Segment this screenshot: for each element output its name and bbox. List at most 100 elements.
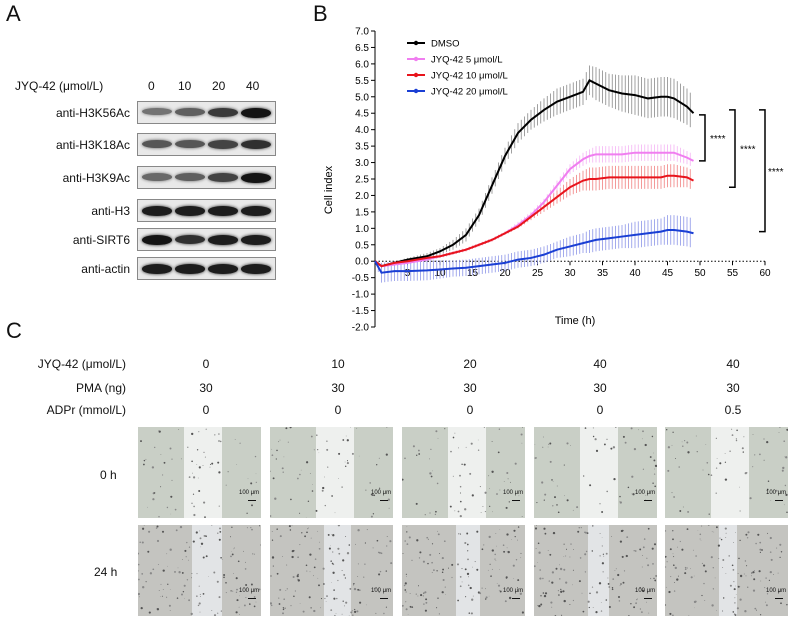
panel-b-letter: B (313, 1, 328, 26)
x-tick-label: 50 (694, 268, 706, 279)
blot-band (208, 235, 238, 245)
x-tick-label: 30 (564, 268, 576, 279)
blot-band (241, 264, 271, 274)
blot-label: anti-SIRT6 (72, 233, 130, 247)
scale-bar (775, 500, 783, 501)
blot-label: anti-H3 (91, 204, 130, 218)
blot-band (142, 235, 172, 245)
wound-image: 100 μm (665, 525, 788, 616)
blot-band (241, 206, 271, 216)
blot-band (142, 108, 172, 116)
blot-strip (137, 166, 276, 189)
y-tick-label: 3.5 (355, 142, 369, 153)
blot-band (142, 206, 172, 216)
y-tick-label: 2.0 (355, 191, 369, 202)
x-tick-label: 35 (597, 268, 609, 279)
x-tick-label: 40 (629, 268, 641, 279)
microscopy-field (534, 525, 657, 616)
legend-marker (413, 56, 419, 62)
conc-label: 40 (246, 79, 260, 93)
scale-label: 100 μm (239, 490, 260, 496)
treatment-value: 0 (334, 403, 342, 417)
blot-label: anti-H3K18Ac (55, 138, 130, 152)
x-tick-label: 45 (662, 268, 674, 279)
y-tick-label: -1.5 (352, 306, 370, 317)
y-tick-label: 7.0 (355, 27, 369, 38)
scale-label: 100 μm (635, 588, 656, 594)
blot-band (175, 140, 205, 148)
legend-marker (413, 40, 419, 46)
scale-bar (380, 598, 388, 599)
scale-bar (380, 500, 388, 501)
legend-label: JYQ-42 5 μmol/L (431, 55, 502, 66)
y-tick-label: 4.0 (355, 125, 369, 136)
conc-label: 20 (212, 79, 226, 93)
y-tick-label: 0.0 (355, 257, 369, 268)
scale-label: 100 μm (766, 490, 787, 496)
wound-image: 100 μm (534, 427, 657, 518)
blot-strip (137, 257, 276, 280)
microscopy-field (402, 427, 525, 518)
blot-band (175, 173, 205, 181)
microscopy-field (665, 525, 788, 616)
wound-image: 100 μm (138, 427, 261, 518)
scale-bar (644, 598, 652, 599)
wound-image: 100 μm (402, 525, 525, 616)
blot-band (175, 235, 205, 244)
blot-strip (137, 228, 276, 251)
treatment-value: 0 (202, 403, 210, 417)
y-tick-label: 4.5 (355, 109, 369, 120)
treatment-value: 0 (596, 403, 604, 417)
blot-band (208, 108, 238, 117)
scale-label: 100 μm (635, 490, 656, 496)
y-tick-label: 3.0 (355, 158, 369, 169)
blot-band (241, 108, 271, 118)
treatment-value: 0.5 (724, 403, 742, 417)
x-axis-title: Time (h) (555, 315, 596, 327)
legend-marker (413, 72, 419, 78)
significance-bracket (729, 109, 736, 188)
blot-strip (137, 133, 276, 156)
blot-band (142, 140, 172, 148)
blot-band (241, 235, 271, 245)
scale-label: 100 μm (503, 490, 524, 496)
panel-c-letter: C (6, 318, 22, 343)
microscopy-field (402, 525, 525, 616)
scale-label: 100 μm (503, 588, 524, 594)
blot-band (142, 173, 172, 181)
blot-label: anti-actin (81, 262, 130, 276)
blot-band (208, 173, 238, 182)
blot-label: anti-H3K56Ac (55, 106, 130, 120)
significance-stars: **** (768, 167, 784, 178)
x-tick-label: 25 (532, 268, 544, 279)
treatment-value: 0 (466, 403, 474, 417)
microscopy-field (138, 427, 261, 518)
scale-bar (248, 598, 256, 599)
wound-image: 100 μm (665, 427, 788, 518)
scale-label: 100 μm (766, 588, 787, 594)
scale-bar (512, 598, 520, 599)
significance-bracket (759, 109, 766, 233)
y-tick-label: 2.5 (355, 175, 369, 186)
treatment-value: 30 (726, 381, 740, 395)
blot-strip (137, 199, 276, 222)
treatment-value: 40 (726, 357, 740, 371)
legend-label: DMSO (431, 39, 460, 50)
blot-band (208, 140, 238, 149)
blot-band (142, 264, 172, 274)
blot-band (175, 264, 205, 274)
wound-image: 100 μm (534, 525, 657, 616)
scale-bar (775, 598, 783, 599)
scale-label: 100 μm (371, 588, 392, 594)
blot-band (175, 108, 205, 116)
scale-bar (512, 500, 520, 501)
cell-index-chart: -2.0 -1.5 -1.0 -0.5 0.0 0.5 1.0 1.5 2.0 2.5 3.0 3.5… (323, 27, 784, 334)
microscopy-field (270, 427, 393, 518)
y-tick-label: -2.0 (352, 323, 370, 334)
series-line (374, 174, 694, 268)
wound-image: 100 μm (138, 525, 261, 616)
blot-band (241, 140, 271, 149)
microscopy-field (534, 427, 657, 518)
y-tick-label: 6.0 (355, 59, 369, 70)
treatment-row-label: ADPr (mmol/L) (46, 403, 126, 417)
